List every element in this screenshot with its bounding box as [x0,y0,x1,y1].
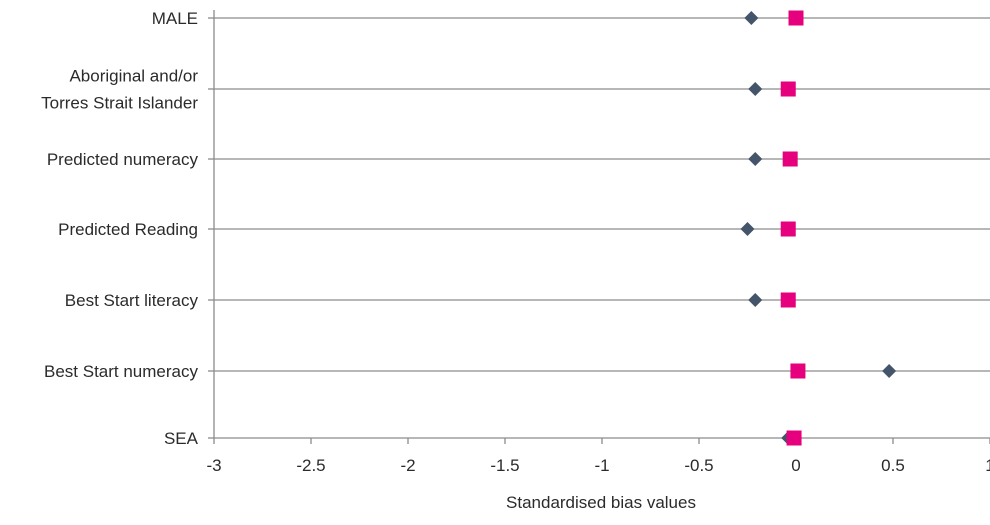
square-point [782,151,798,167]
x-axis-title: Standardised bias values [506,493,696,512]
square-point [780,292,796,308]
x-tick-label: -0.5 [684,456,713,475]
diamond-point [740,222,755,236]
category-label-line: MALE [152,9,198,28]
x-tick-label: 1 [985,456,990,475]
square-point [780,221,796,237]
diamond-point [748,82,763,96]
square-point [786,430,802,446]
x-tick-label: -2.5 [296,456,325,475]
category-label-line: Aboriginal and/or [69,67,198,86]
square-point [788,10,804,26]
square-point [790,363,806,379]
category-label: Best Start numeracy [44,362,199,381]
category-label-line: SEA [164,429,199,448]
x-tick-label: -1 [594,456,609,475]
square-point [780,81,796,97]
diamond-point [744,11,759,25]
category-label-line: Predicted numeracy [47,150,199,169]
category-label: SEA [164,429,199,448]
x-tick-label: 0.5 [881,456,905,475]
category-label-line: Best Start numeracy [44,362,199,381]
x-tick-label: 0 [791,456,800,475]
gridlines [214,17,990,439]
x-tick-label: -2 [400,456,415,475]
category-label-line: Predicted Reading [58,220,198,239]
category-labels: MALE Aboriginal and/or Torres Strait Islan… [41,9,198,448]
category-label: MALE [152,9,198,28]
category-label: Best Start literacy [65,291,199,310]
category-label: Predicted numeracy [47,150,199,169]
x-tick-label: -1.5 [490,456,519,475]
category-label: Aboriginal and/or Torres Strait Islander [41,67,198,113]
category-label-line: Torres Strait Islander [41,94,198,113]
category-label: Predicted Reading [58,220,198,239]
diamond-point [882,364,897,378]
category-label-line: Best Start literacy [65,291,199,310]
x-tick-labels: -3 -2.5 -2 -1.5 -1 -0.5 0 0.5 1 [206,456,990,475]
data-points [740,10,897,446]
diamond-point [748,152,763,166]
diamond-point [748,293,763,307]
x-tick-label: -3 [206,456,221,475]
axes [208,10,990,444]
